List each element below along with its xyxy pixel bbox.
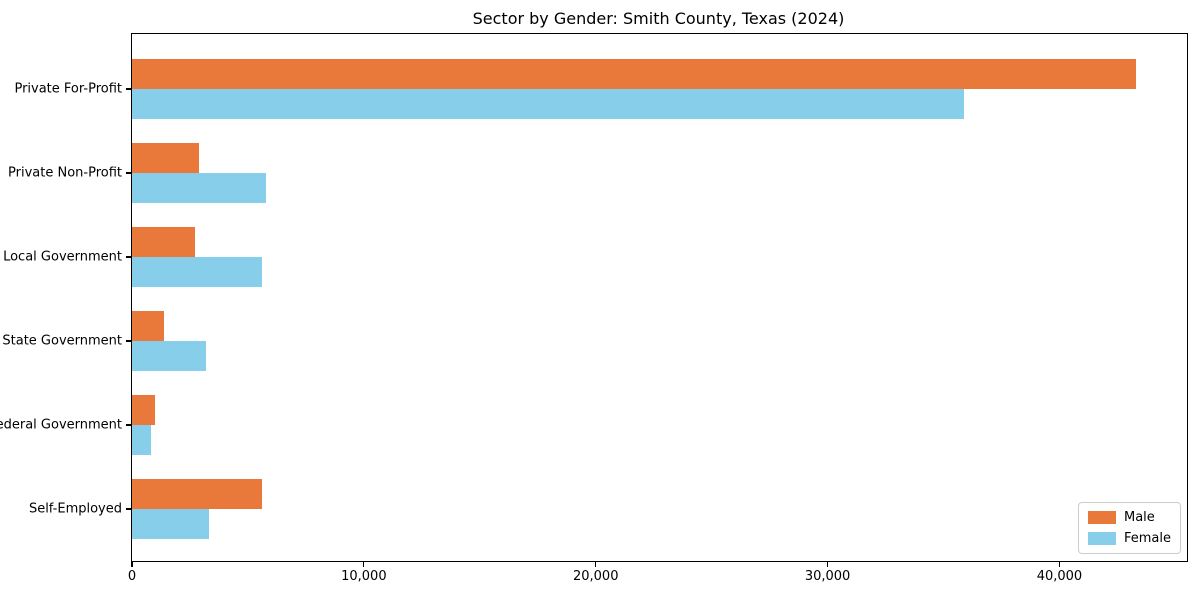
y-axis-tick bbox=[126, 508, 132, 510]
bar-male-1 bbox=[132, 143, 200, 173]
legend-label-male: Male bbox=[1123, 510, 1155, 525]
y-axis-tick bbox=[126, 340, 132, 342]
y-axis-tick bbox=[126, 172, 132, 174]
bar-female-4 bbox=[132, 425, 151, 455]
legend-entry-male: Male bbox=[1087, 510, 1171, 525]
bar-female-1 bbox=[132, 173, 267, 203]
bar-female-0 bbox=[132, 89, 965, 119]
legend-swatch-male bbox=[1087, 511, 1116, 524]
legend-entry-female: Female bbox=[1087, 531, 1171, 546]
x-axis-tick-label-1: 10,000 bbox=[341, 569, 387, 584]
y-axis-tick bbox=[126, 256, 132, 258]
bar-female-3 bbox=[132, 341, 207, 371]
y-axis-label-5: Self-Employed bbox=[28, 501, 122, 517]
x-axis-tick-label-0: 0 bbox=[127, 569, 137, 584]
bar-male-5 bbox=[132, 479, 262, 509]
legend: Male Female bbox=[1077, 502, 1181, 554]
x-axis-tick-label-2: 20,000 bbox=[572, 569, 619, 584]
y-axis-label-0: Private For-Profit bbox=[14, 81, 122, 97]
legend-label-female: Female bbox=[1123, 531, 1171, 546]
bar-male-2 bbox=[132, 227, 195, 257]
y-axis-label-4: Federal Government bbox=[0, 417, 122, 433]
bar-male-4 bbox=[132, 395, 156, 425]
y-axis-label-3: State Government bbox=[2, 333, 122, 349]
x-axis-tick bbox=[363, 561, 365, 567]
x-axis-tick-label-4: 40,000 bbox=[1036, 569, 1083, 584]
bar-female-2 bbox=[132, 257, 262, 287]
y-axis-tick bbox=[126, 88, 132, 90]
bar-female-5 bbox=[132, 509, 209, 539]
chart-title: Sector by Gender: Smith County, Texas (2… bbox=[472, 9, 845, 28]
x-axis-tick bbox=[1058, 561, 1061, 567]
bar-male-3 bbox=[132, 311, 165, 341]
bar-male-0 bbox=[132, 59, 1136, 89]
x-axis-tick bbox=[131, 561, 133, 567]
x-axis-tick-label-3: 30,000 bbox=[804, 569, 851, 584]
legend-swatch-female bbox=[1087, 532, 1116, 545]
plot-area: Private For-Profit Private Non-Profit Loca… bbox=[0, 33, 1188, 584]
x-axis-tick bbox=[595, 561, 597, 567]
y-axis-label-1: Private Non-Profit bbox=[8, 165, 122, 181]
y-axis-label-2: Local Government bbox=[3, 249, 122, 265]
x-axis-tick bbox=[827, 561, 829, 567]
y-axis-tick bbox=[126, 424, 132, 426]
